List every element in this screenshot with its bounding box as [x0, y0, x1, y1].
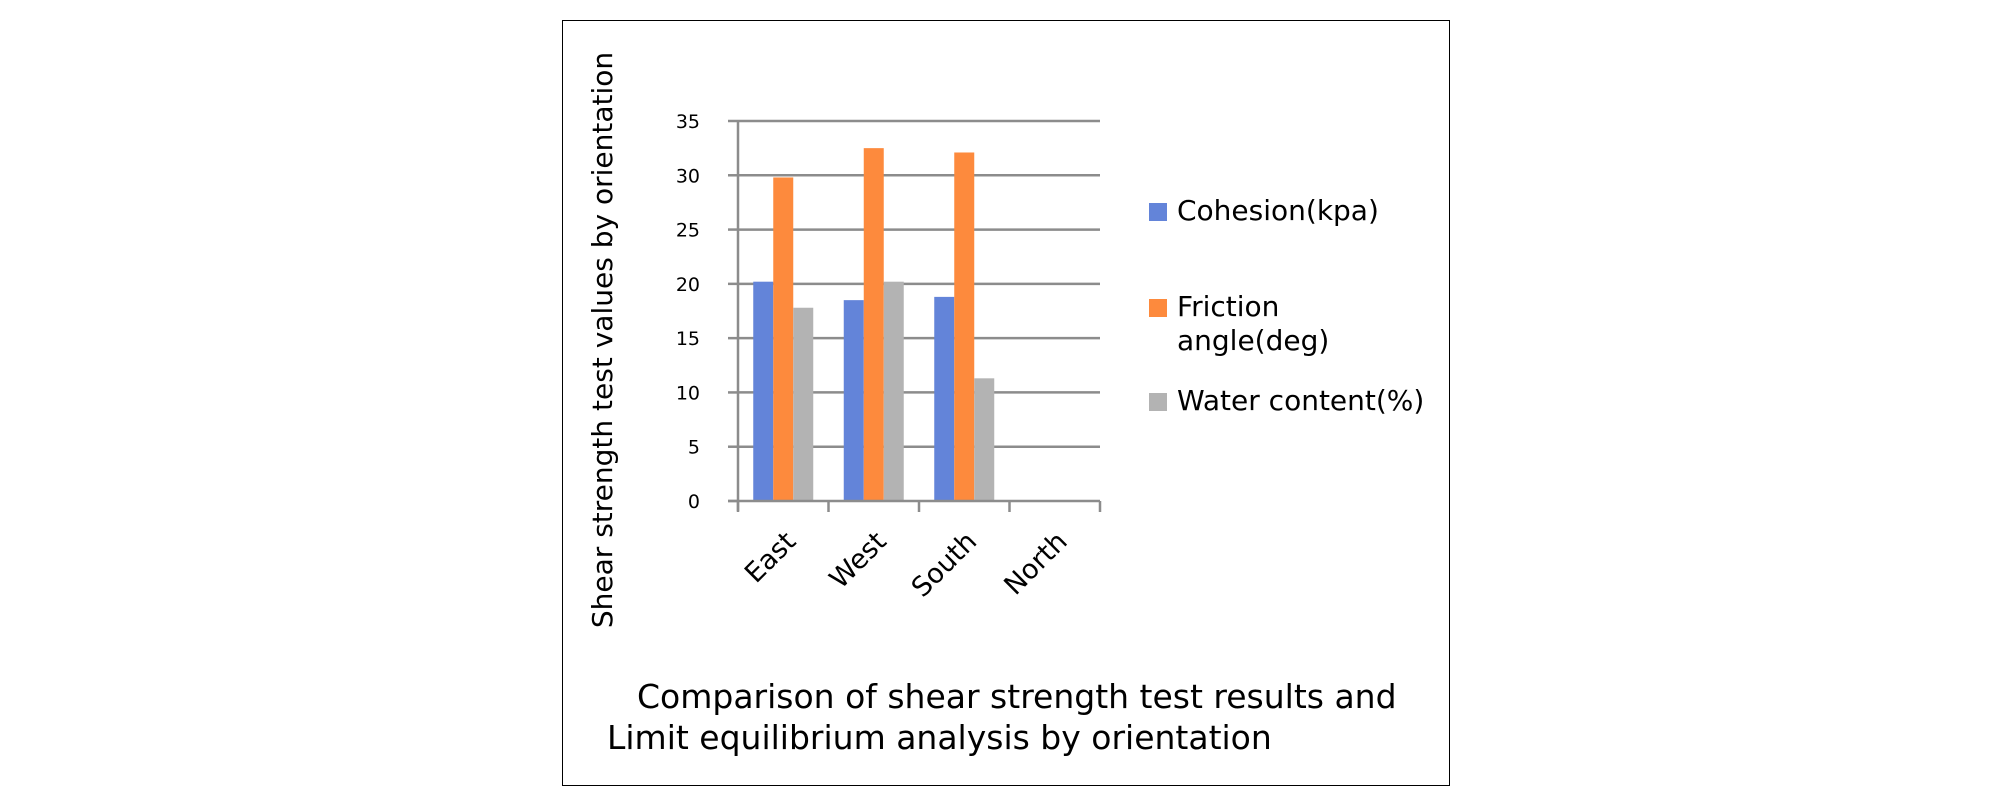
legend-swatch-3 [1149, 393, 1167, 411]
y-tick-label-20: 20 [676, 274, 700, 296]
bar-west-3 [883, 281, 904, 501]
bars [753, 148, 995, 501]
y-tick-label-10: 10 [676, 382, 700, 404]
bar-east-3 [793, 307, 814, 501]
legend-label-3: Water content(%) [1177, 384, 1425, 417]
y-tick-label-25: 25 [676, 220, 700, 242]
y-tick-labels: 0 5 10 15 20 25 30 35 [676, 111, 700, 513]
y-axis-title: Shear strength test values by orientatio… [586, 52, 619, 628]
bar-west-2 [863, 148, 884, 501]
axes [728, 119, 1102, 512]
y-tick-label-15: 15 [676, 328, 700, 350]
bar-south-1 [934, 296, 955, 501]
caption-line-2: Limit equilibrium analysis by orientatio… [607, 718, 1272, 757]
y-tick-label-35: 35 [676, 111, 700, 133]
legend-swatch-2 [1149, 299, 1167, 317]
chart-frame [562, 20, 1450, 786]
y-tick-label-0: 0 [688, 491, 700, 513]
legend-label-1: Cohesion(kpa) [1177, 194, 1379, 227]
x-tick-label-east: East [739, 526, 802, 589]
x-tick-label-south: South [906, 526, 983, 603]
x-tick-label-north: North [998, 526, 1073, 601]
bar-east-2 [773, 177, 794, 501]
y-tick-label-30: 30 [676, 165, 700, 187]
bar-west-1 [843, 300, 864, 501]
x-tick-labels: East West South North [739, 526, 1074, 603]
x-tick-label-west: West [824, 526, 893, 595]
caption-line-1: Comparison of shear strength test result… [637, 677, 1397, 716]
bar-south-3 [974, 378, 995, 501]
bar-east-1 [753, 281, 774, 501]
y-tick-label-5: 5 [688, 437, 700, 459]
legend-label-2: Friction angle(deg) [1177, 290, 1330, 357]
legend-swatch-1 [1149, 203, 1167, 221]
bar-south-2 [954, 152, 975, 501]
